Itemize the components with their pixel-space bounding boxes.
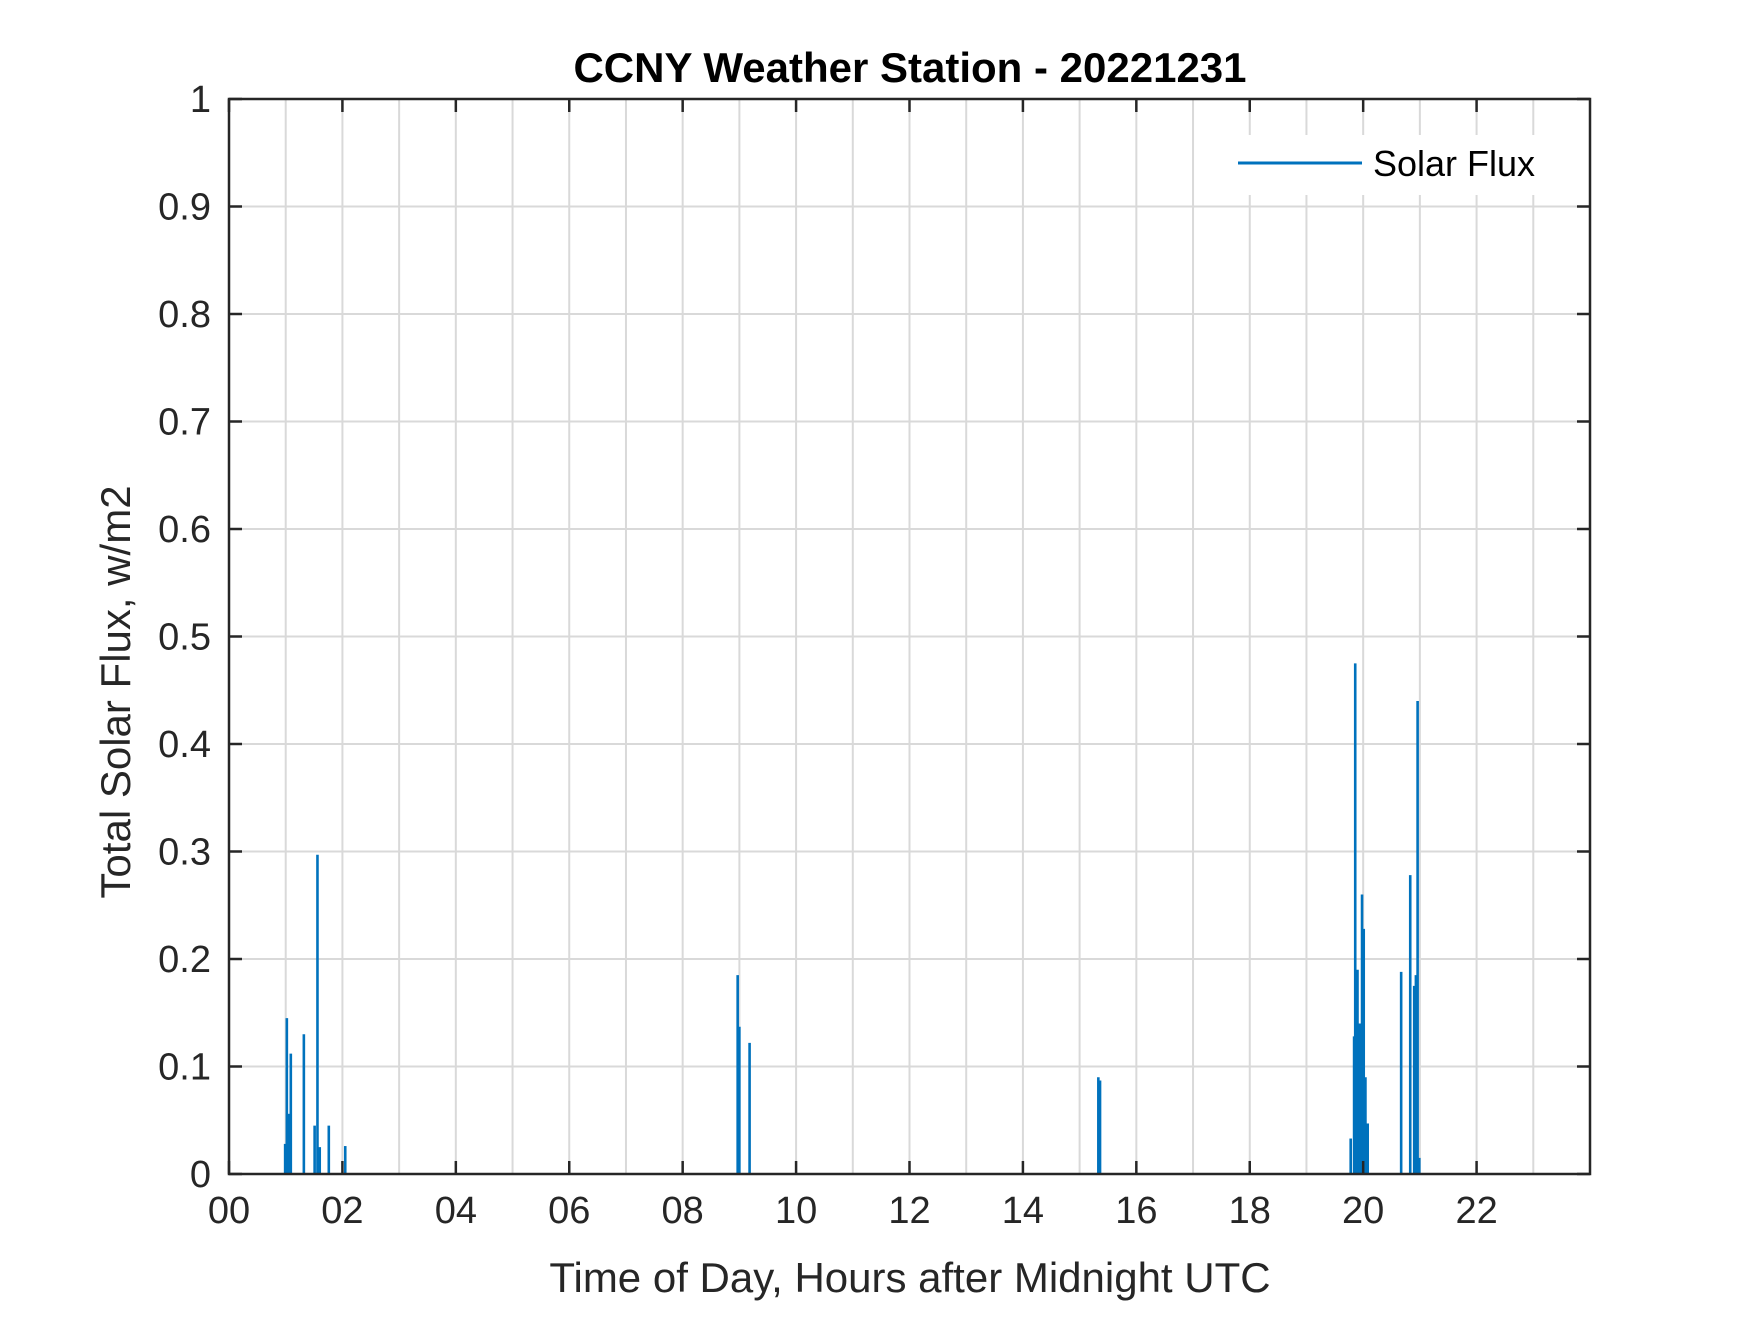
y-axis-label: Total Solar Flux, w/m2 xyxy=(92,485,139,898)
legend: Solar Flux xyxy=(1225,135,1575,195)
x-axis-label: Time of Day, Hours after Midnight UTC xyxy=(549,1254,1270,1301)
x-tick-label: 04 xyxy=(435,1190,477,1232)
x-tick-label: 02 xyxy=(321,1190,363,1232)
x-tick-label: 06 xyxy=(548,1190,590,1232)
y-tick-label: 0.5 xyxy=(158,617,211,659)
y-tick-label: 0.4 xyxy=(158,724,211,766)
x-tick-label: 18 xyxy=(1229,1190,1271,1232)
y-tick-label: 0.7 xyxy=(158,402,211,444)
x-tick-label: 12 xyxy=(888,1190,930,1232)
x-tick-label: 16 xyxy=(1115,1190,1157,1232)
y-tick-label: 0.8 xyxy=(158,294,211,336)
y-tick-label: 0.6 xyxy=(158,509,211,551)
x-tick-label: 14 xyxy=(1002,1190,1044,1232)
x-tick-label: 00 xyxy=(208,1190,250,1232)
series-solar-flux xyxy=(283,663,1421,1174)
legend-label-solar-flux: Solar Flux xyxy=(1373,143,1535,184)
legend-box xyxy=(1225,135,1575,195)
y-tick-label: 0.2 xyxy=(158,939,211,981)
x-tick-label: 10 xyxy=(775,1190,817,1232)
x-tick-label: 08 xyxy=(662,1190,704,1232)
y-tick-label: 0 xyxy=(190,1154,211,1196)
y-tick-label: 0.9 xyxy=(158,187,211,229)
grid-lines xyxy=(229,99,1590,1174)
y-tick-label: 0.3 xyxy=(158,832,211,874)
y-tick-label: 1 xyxy=(190,79,211,121)
x-tick-label: 22 xyxy=(1455,1190,1497,1232)
axes xyxy=(227,97,1592,1176)
y-tick-label: 0.1 xyxy=(158,1047,211,1089)
tick-labels: 00 02 04 06 08 10 12 14 16 18 20 22 0 0.1 0.2 0.3 0.4 0.5… xyxy=(158,79,1498,1232)
chart-title: CCNY Weather Station - 20221231 xyxy=(573,44,1246,91)
x-tick-label: 20 xyxy=(1342,1190,1384,1232)
